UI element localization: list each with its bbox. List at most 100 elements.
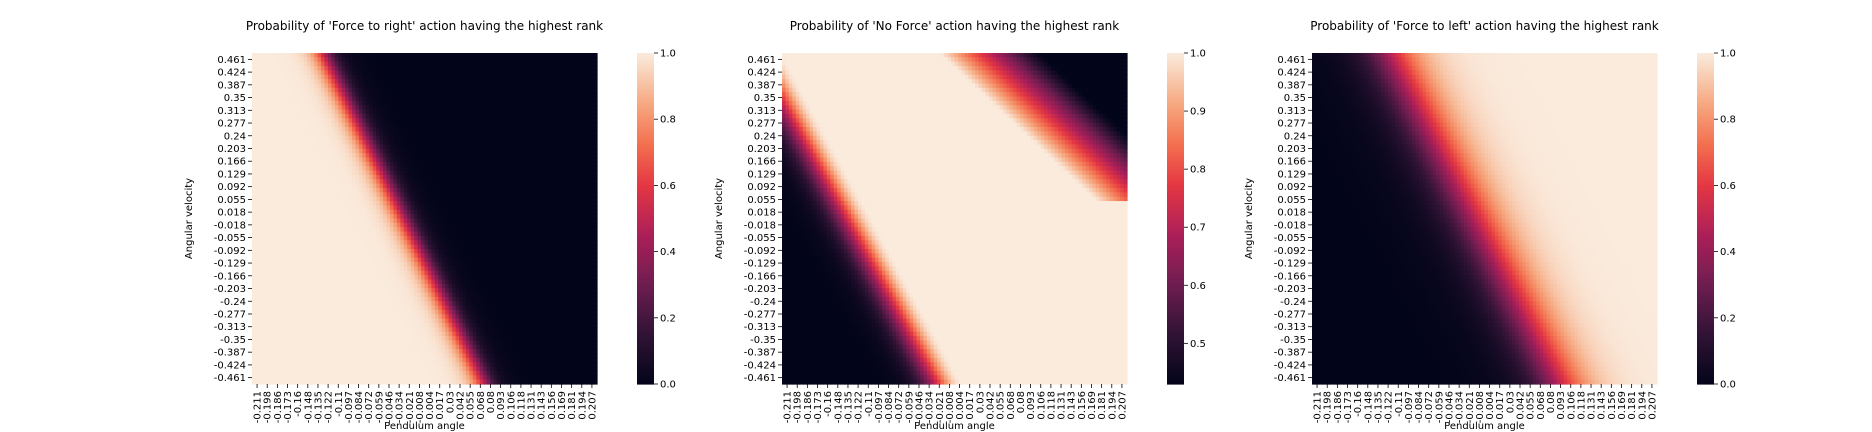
heatmap-cell xyxy=(269,236,273,241)
heatmap-cell xyxy=(314,144,318,149)
heatmap-cell xyxy=(404,114,408,119)
heatmap-cell xyxy=(469,88,473,93)
heatmap-cell xyxy=(266,118,270,123)
heatmap-cell xyxy=(449,184,453,189)
heatmap-cell xyxy=(566,144,570,149)
heatmap-cell xyxy=(414,188,418,193)
heatmap-cell xyxy=(252,83,256,88)
heatmap-cell xyxy=(504,166,508,171)
heatmap-cell xyxy=(252,249,256,254)
heatmap-cell xyxy=(456,214,460,219)
heatmap-cell xyxy=(545,258,549,263)
heatmap-cell xyxy=(511,201,515,206)
heatmap-cell xyxy=(435,214,439,219)
heatmap-cell xyxy=(397,149,401,154)
heatmap-cell xyxy=(262,101,266,106)
heatmap-cell xyxy=(390,75,394,80)
heatmap-cell xyxy=(255,136,259,141)
heatmap-cell xyxy=(587,136,591,141)
heatmap-cell xyxy=(407,57,411,62)
heatmap-cell xyxy=(487,171,491,176)
heatmap-cell xyxy=(255,57,259,62)
heatmap-cell xyxy=(421,62,425,67)
heatmap-cell xyxy=(476,236,480,241)
heatmap-cell xyxy=(583,149,587,154)
heatmap-cell xyxy=(587,158,591,163)
heatmap-cell xyxy=(362,53,366,58)
heatmap-cell xyxy=(366,201,370,206)
heatmap-cell xyxy=(293,131,297,136)
heatmap-cell xyxy=(573,258,577,263)
heatmap-cell xyxy=(442,83,446,88)
heatmap-cell xyxy=(514,75,518,80)
heatmap-cell xyxy=(576,127,580,132)
heatmap-cell xyxy=(418,232,422,237)
heatmap-cell xyxy=(252,253,256,258)
heatmap-cell xyxy=(563,266,567,271)
heatmap-cell xyxy=(528,79,532,84)
heatmap-cell xyxy=(511,171,515,176)
heatmap-cell xyxy=(425,262,429,267)
heatmap-cell xyxy=(328,253,332,258)
heatmap-cell xyxy=(421,219,425,224)
heatmap-cell xyxy=(324,83,328,88)
heatmap-cell xyxy=(583,75,587,80)
heatmap-cell xyxy=(293,162,297,167)
heatmap-cell xyxy=(380,118,384,123)
heatmap-cell xyxy=(290,118,294,123)
heatmap-cell xyxy=(462,114,466,119)
heatmap-cell xyxy=(435,97,439,102)
heatmap-cell xyxy=(466,214,470,219)
heatmap-cell xyxy=(255,88,259,93)
heatmap-cell xyxy=(452,114,456,119)
heatmap-cell xyxy=(587,118,591,123)
heatmap-cell xyxy=(345,223,349,228)
heatmap-cell xyxy=(411,140,415,145)
heatmap-cell xyxy=(452,227,456,232)
heatmap-cell xyxy=(266,166,270,171)
heatmap-cell xyxy=(407,232,411,237)
heatmap-cell xyxy=(494,197,498,202)
heatmap-cell xyxy=(356,236,360,241)
heatmap-cell xyxy=(435,53,439,58)
heatmap-cell xyxy=(269,144,273,149)
heatmap-cell xyxy=(380,197,384,202)
heatmap-cell xyxy=(328,123,332,128)
heatmap-cell xyxy=(380,166,384,171)
heatmap-cell xyxy=(473,123,477,128)
heatmap-cell xyxy=(352,110,356,115)
heatmap-cell xyxy=(428,53,432,58)
heatmap-cell xyxy=(356,118,360,123)
heatmap-cell xyxy=(290,192,294,197)
heatmap-cell xyxy=(335,171,339,176)
heatmap-cell xyxy=(380,205,384,210)
heatmap-cell xyxy=(549,258,553,263)
heatmap-cell xyxy=(421,253,425,258)
heatmap-cell xyxy=(280,240,284,245)
heatmap-cell xyxy=(563,171,567,176)
heatmap-cell xyxy=(431,227,435,232)
heatmap-cell xyxy=(400,175,404,180)
heatmap-cell xyxy=(528,158,532,163)
heatmap-cell xyxy=(573,92,577,97)
heatmap-cell xyxy=(328,57,332,62)
heatmap-cell xyxy=(431,123,435,128)
heatmap-cell xyxy=(335,75,339,80)
heatmap-cell xyxy=(487,227,491,232)
heatmap-cell xyxy=(552,118,556,123)
heatmap-cell xyxy=(483,140,487,145)
heatmap-cell xyxy=(287,88,291,93)
heatmap-cell xyxy=(321,266,325,271)
heatmap-cell xyxy=(349,101,353,106)
heatmap-cell xyxy=(269,105,273,110)
heatmap-cell xyxy=(314,136,318,141)
heatmap-cell xyxy=(525,118,529,123)
heatmap-cell xyxy=(376,140,380,145)
heatmap-cell xyxy=(266,70,270,75)
heatmap-cell xyxy=(338,149,342,154)
heatmap-cell xyxy=(321,201,325,206)
heatmap-cell xyxy=(356,171,360,176)
heatmap-cell xyxy=(362,88,366,93)
heatmap-cell xyxy=(428,192,432,197)
heatmap-cell xyxy=(380,114,384,119)
